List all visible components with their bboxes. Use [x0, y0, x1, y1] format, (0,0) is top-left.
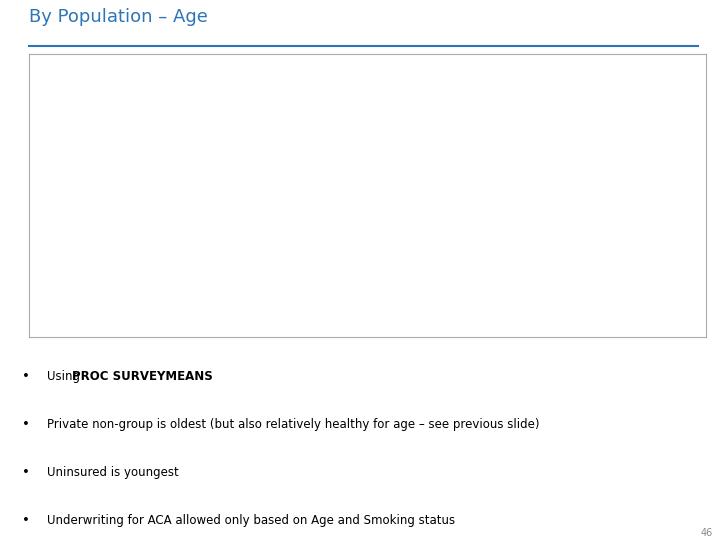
Text: PROC SURVEYMEANS: PROC SURVEYMEANS: [72, 370, 212, 383]
Bar: [510, 214, 559, 288]
Text: Uninsured is youngest: Uninsured is youngest: [47, 465, 179, 478]
Text: Using: Using: [47, 370, 84, 383]
Text: 46: 46: [701, 528, 713, 538]
Title: Mean AGE10X: Mean AGE10X: [341, 56, 429, 69]
Text: By Population – Age: By Population – Age: [29, 8, 207, 26]
Text: •: •: [22, 417, 30, 430]
Text: Private non-group is oldest (but also relatively healthy for age – see previous : Private non-group is oldest (but also re…: [47, 417, 539, 430]
Text: •: •: [22, 370, 30, 383]
Text: •: •: [22, 465, 30, 478]
Bar: [410, 137, 460, 288]
Bar: [609, 225, 659, 288]
Bar: [310, 100, 360, 288]
Text: •: •: [22, 514, 30, 526]
Bar: [211, 146, 261, 288]
Bar: [112, 169, 161, 288]
Text: Underwriting for ACA allowed only based on Age and Smoking status: Underwriting for ACA allowed only based …: [47, 514, 455, 526]
